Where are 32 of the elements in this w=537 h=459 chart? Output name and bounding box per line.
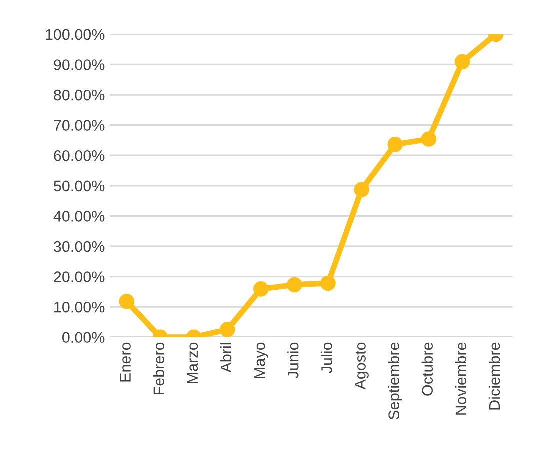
- point: [454, 54, 470, 70]
- point: [253, 282, 269, 297]
- y-tick-label: 60.00%: [54, 150, 105, 162]
- x-tick-label: Abril: [220, 343, 232, 373]
- x-tick-label: Junio: [288, 342, 299, 379]
- y-tick-label: 80.00%: [54, 90, 105, 101]
- x-tick-label: Octubre: [422, 342, 434, 396]
- y-tick-label: 90.00%: [54, 60, 105, 70]
- y-tick-label: 100.00%: [46, 29, 105, 40]
- y-tick-label: 10.00%: [54, 302, 105, 313]
- x-tick-label: Enero: [120, 342, 131, 382]
- point: [421, 132, 437, 147]
- point: [119, 294, 135, 310]
- x-tick-label: Noviembre: [455, 342, 467, 415]
- point: [220, 322, 236, 338]
- x-tick-label: Febrero: [153, 342, 165, 394]
- point: [287, 277, 302, 293]
- point: [388, 137, 404, 152]
- y-tick-label: 40.00%: [54, 211, 105, 222]
- y-tick-label: 20.00%: [54, 272, 105, 282]
- x-tick-label: Agosto: [355, 342, 369, 390]
- x-tick-label: Diciembre: [488, 342, 500, 410]
- y-tick-label: 0.00%: [62, 332, 105, 344]
- point: [320, 276, 336, 292]
- x-tick-label: Mayo: [254, 342, 268, 378]
- x-tick-label: Julio: [321, 342, 332, 374]
- point: [354, 182, 370, 198]
- y-tick-label: 70.00%: [54, 120, 105, 131]
- y-tick-label: 50.00%: [54, 180, 105, 192]
- x-tick-label: Septiembre: [388, 342, 402, 420]
- x-tick-label: Marzo: [187, 342, 198, 384]
- y-tick-label: 30.00%: [54, 241, 105, 252]
